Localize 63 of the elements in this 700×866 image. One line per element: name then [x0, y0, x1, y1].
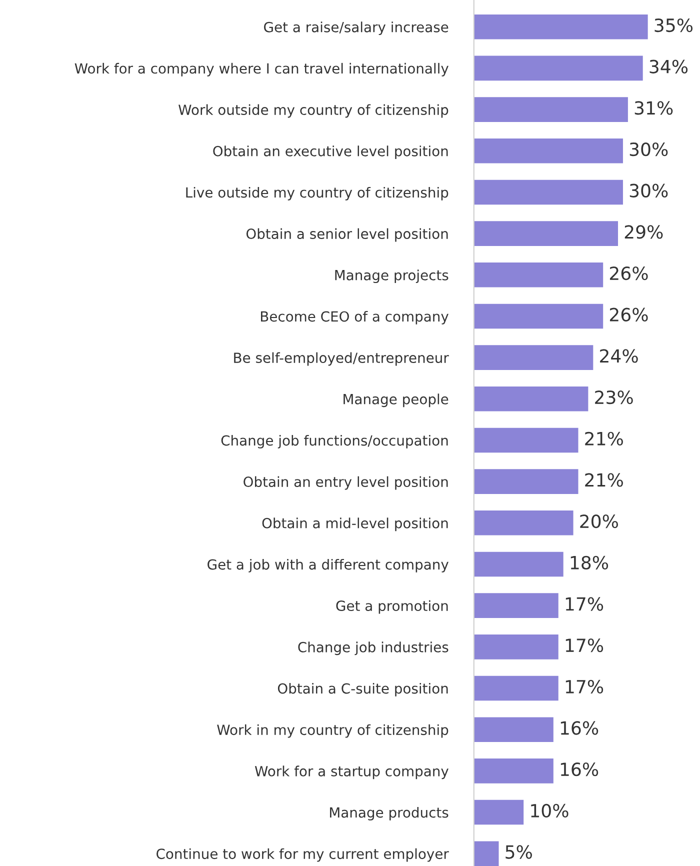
data-label: 30%: [630, 142, 668, 156]
bar: [474, 469, 578, 494]
y-tick-label: Change job industries: [298, 642, 448, 656]
data-label: 35%: [654, 18, 693, 32]
y-tick-label: Be self-employed/entrepreneur: [234, 352, 449, 366]
y-tick-label: Manage projects: [335, 270, 448, 284]
y-tick-label: Live outside my country of citizenship: [186, 186, 448, 200]
bar: [474, 800, 524, 825]
y-tick-label: Get a job with a different company: [208, 558, 448, 572]
y-tick-label: Obtain a C-suite position: [278, 682, 448, 696]
y-tick-label: Manage people: [344, 394, 448, 408]
bar: [474, 758, 554, 784]
y-tick-label: Work outside my country of citizenship: [178, 104, 448, 118]
data-label: 17%: [566, 680, 604, 694]
data-label: 26%: [610, 266, 648, 280]
y-tick-label: Work in my country of citizenship: [217, 724, 448, 738]
bar: [474, 634, 558, 660]
data-label: 30%: [630, 184, 668, 198]
bar: [474, 180, 623, 205]
data-label: 20%: [580, 514, 618, 528]
y-tick-label: Become CEO of a company: [261, 310, 448, 324]
data-label: 17%: [566, 638, 604, 652]
bar: [474, 97, 628, 122]
y-tick-label: Work for a startup company: [254, 766, 448, 780]
y-tick-label: Obtain an executive level position: [213, 146, 448, 160]
data-label: 29%: [624, 225, 663, 239]
bar: [474, 510, 574, 536]
bar: [474, 717, 554, 742]
bar: [474, 138, 623, 164]
y-tick-label: Manage products: [330, 806, 448, 820]
data-label: 23%: [595, 390, 633, 404]
bar: [474, 345, 594, 370]
bar: [474, 552, 564, 577]
bar: [474, 221, 618, 246]
bar: [474, 14, 648, 40]
data-label: 16%: [560, 762, 598, 776]
bar: [474, 593, 558, 618]
y-tick-label: Obtain a mid-level position: [262, 518, 448, 532]
data-label: 21%: [585, 432, 623, 446]
data-label: 18%: [570, 556, 608, 570]
data-label: 34%: [650, 60, 688, 74]
data-label: 21%: [585, 473, 623, 487]
bar: [474, 56, 643, 81]
data-label: 24%: [600, 349, 638, 363]
y-tick-label: Get a promotion: [336, 600, 448, 614]
bar: [474, 262, 604, 288]
data-label: 5%: [506, 845, 532, 859]
y-tick-label: Change job functions/occupation: [221, 434, 448, 448]
bar: [474, 386, 588, 412]
y-tick-label: Obtain an entry level position: [244, 476, 448, 490]
y-tick-label: Work for a company where I can travel internationally: [74, 62, 448, 76]
bar: [474, 304, 604, 329]
data-label: 26%: [610, 308, 648, 322]
bar: [474, 841, 499, 866]
data-label: 31%: [634, 101, 673, 115]
y-tick-label: Continue to work for my current employer: [156, 848, 449, 862]
bar: [474, 676, 558, 701]
y-tick-label: Get a raise/salary increase: [264, 22, 448, 36]
bar: [474, 428, 578, 453]
data-label: 16%: [560, 721, 598, 735]
data-label: 17%: [566, 597, 604, 611]
y-tick-label: Obtain a senior level position: [246, 228, 448, 242]
data-label: 10%: [531, 804, 568, 818]
